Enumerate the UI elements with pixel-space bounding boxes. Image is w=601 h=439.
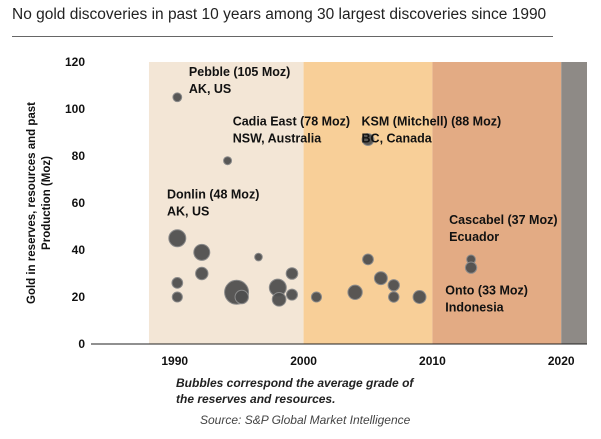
bubble-9: [254, 252, 263, 262]
bubble-13: [285, 288, 298, 301]
title-divider: [12, 36, 553, 37]
bubble-5: [195, 266, 209, 281]
y-tick-4: 80: [72, 149, 86, 163]
y-tick-0: 0: [78, 337, 85, 351]
x-tick-2: 2010: [419, 354, 446, 368]
bubble-1: [168, 229, 187, 248]
bubble-15: [347, 284, 363, 300]
background-bands: [148, 62, 587, 344]
annotation-5: Onto (33 Moz) Indonesia: [445, 284, 528, 315]
y-tick-2: 40: [72, 243, 86, 257]
bubble-note: Bubbles correspond the average grade of …: [176, 375, 413, 407]
bubble-19: [387, 279, 400, 292]
x-tick-3: 2020: [548, 354, 575, 368]
chart-title: No gold discoveries in past 10 years amo…: [12, 6, 547, 23]
bubble-4: [193, 243, 211, 261]
band-1: [303, 62, 433, 344]
y-label-line-1: Gold in reserves, resources and past: [26, 102, 38, 304]
bubble-23: [464, 261, 478, 274]
y-tick-5: 100: [65, 102, 85, 116]
source-credit: Source: S&P Global Market Intelligence: [200, 413, 411, 427]
x-tick-1: 2000: [290, 354, 317, 368]
band-2: [432, 62, 562, 344]
annotation-0: Pebble (105 Moz) AK, US: [189, 65, 290, 96]
annotation-4: Cascabel (37 Moz) Ecuador: [449, 213, 557, 244]
bubble-17: [362, 253, 374, 266]
bubble-11: [271, 292, 287, 307]
y-tick-6: 120: [65, 55, 85, 69]
bubble-18: [373, 271, 388, 286]
bubble-21: [412, 290, 427, 304]
annotations: Pebble (105 Moz) AK, US Cadia East (78 Moz…: [167, 65, 558, 315]
bubbles: [168, 92, 478, 307]
bubble-16: [361, 133, 375, 146]
bubble-8: [234, 289, 249, 305]
annotation-2: KSM (Mitchell) (88 Moz) BC, Canada: [362, 114, 502, 145]
note-line-1: Bubbles correspond the average grade of: [176, 376, 414, 390]
y-tick-3: 60: [72, 196, 86, 210]
y-axis-label: Gold in reserves, resources and past Prod…: [26, 102, 53, 304]
tick-labels: 0 20 40 60 80 100 120 1990 2000 2010 2020: [65, 55, 575, 368]
annotation-3: Donlin (48 Moz) AK, US: [167, 187, 259, 218]
y-tick-1: 20: [72, 290, 86, 304]
note-line-2: the reserves and resources.: [176, 392, 336, 406]
bubble-20: [388, 291, 400, 303]
y-label-line-2: Production (Moz): [41, 156, 53, 250]
band-3: [561, 62, 587, 344]
annotation-1: Cadia East (78 Moz) NSW, Australia: [233, 114, 350, 145]
bubble-3: [171, 291, 183, 303]
x-tick-0: 1990: [161, 354, 188, 368]
bubble-0: [172, 92, 183, 103]
bubble-6: [223, 156, 233, 166]
bubble-12: [285, 267, 299, 280]
bubble-14: [310, 291, 323, 303]
bubble-2: [171, 277, 184, 289]
